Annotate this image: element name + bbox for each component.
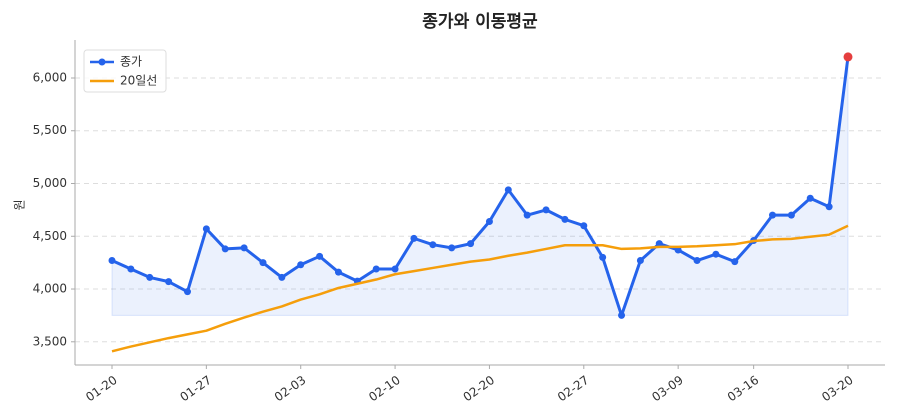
marker	[410, 234, 418, 242]
x-tick-label: 03-09	[649, 373, 686, 404]
marker	[674, 246, 682, 254]
x-tick-label: 02-03	[272, 373, 309, 404]
marker	[599, 253, 607, 261]
marker	[334, 268, 342, 276]
marker	[127, 265, 135, 273]
x-tick-label: 03-20	[819, 373, 856, 404]
x-tick-label: 01-20	[83, 373, 120, 404]
highlight-marker	[843, 52, 853, 62]
y-tick-label: 5,500	[33, 123, 67, 137]
marker	[448, 244, 456, 252]
x-tick-label: 02-20	[461, 373, 498, 404]
x-tick-label: 01-27	[177, 373, 214, 404]
y-tick-label: 6,000	[33, 70, 67, 84]
marker	[278, 273, 286, 281]
legend-marker	[98, 58, 106, 66]
marker	[259, 259, 267, 267]
marker	[693, 257, 701, 265]
x-tick-label: 02-27	[555, 373, 592, 404]
marker	[372, 265, 380, 273]
x-tick-label: 02-10	[366, 373, 403, 404]
marker	[221, 245, 229, 253]
y-tick-label: 4,500	[33, 229, 67, 243]
marker	[542, 206, 550, 214]
legend: 종가 20일선	[83, 49, 167, 93]
legend-label: 종가	[120, 55, 142, 69]
marker	[183, 288, 191, 296]
y-axis-label: 원	[13, 199, 27, 210]
marker	[655, 240, 663, 248]
line	[111, 224, 849, 353]
marker	[618, 311, 626, 319]
marker	[108, 257, 116, 265]
area	[111, 56, 849, 317]
marker	[391, 265, 399, 273]
marker	[825, 203, 833, 211]
marker	[712, 250, 720, 258]
marker	[467, 240, 475, 248]
marker	[636, 257, 644, 265]
marker	[240, 244, 248, 252]
marker	[165, 278, 173, 286]
marker	[731, 258, 739, 266]
marker	[787, 211, 795, 219]
marker	[561, 215, 569, 223]
marker	[580, 222, 588, 230]
legend-label: 20일선	[120, 74, 157, 88]
y-tick-label: 5,000	[33, 176, 67, 190]
marker	[146, 273, 154, 281]
marker	[297, 261, 305, 269]
marker	[769, 211, 777, 219]
marker	[504, 186, 512, 194]
marker	[202, 225, 210, 233]
x-tick-label: 03-16	[725, 373, 762, 404]
line	[111, 56, 850, 317]
y-tick-label: 4,000	[33, 282, 67, 296]
marker	[485, 217, 493, 225]
marker	[316, 252, 324, 260]
chart-title: 종가와 이동평균	[422, 12, 538, 32]
marker	[429, 241, 437, 249]
y-tick-label: 3,500	[33, 334, 67, 348]
marker	[806, 194, 814, 202]
marker	[523, 211, 531, 219]
